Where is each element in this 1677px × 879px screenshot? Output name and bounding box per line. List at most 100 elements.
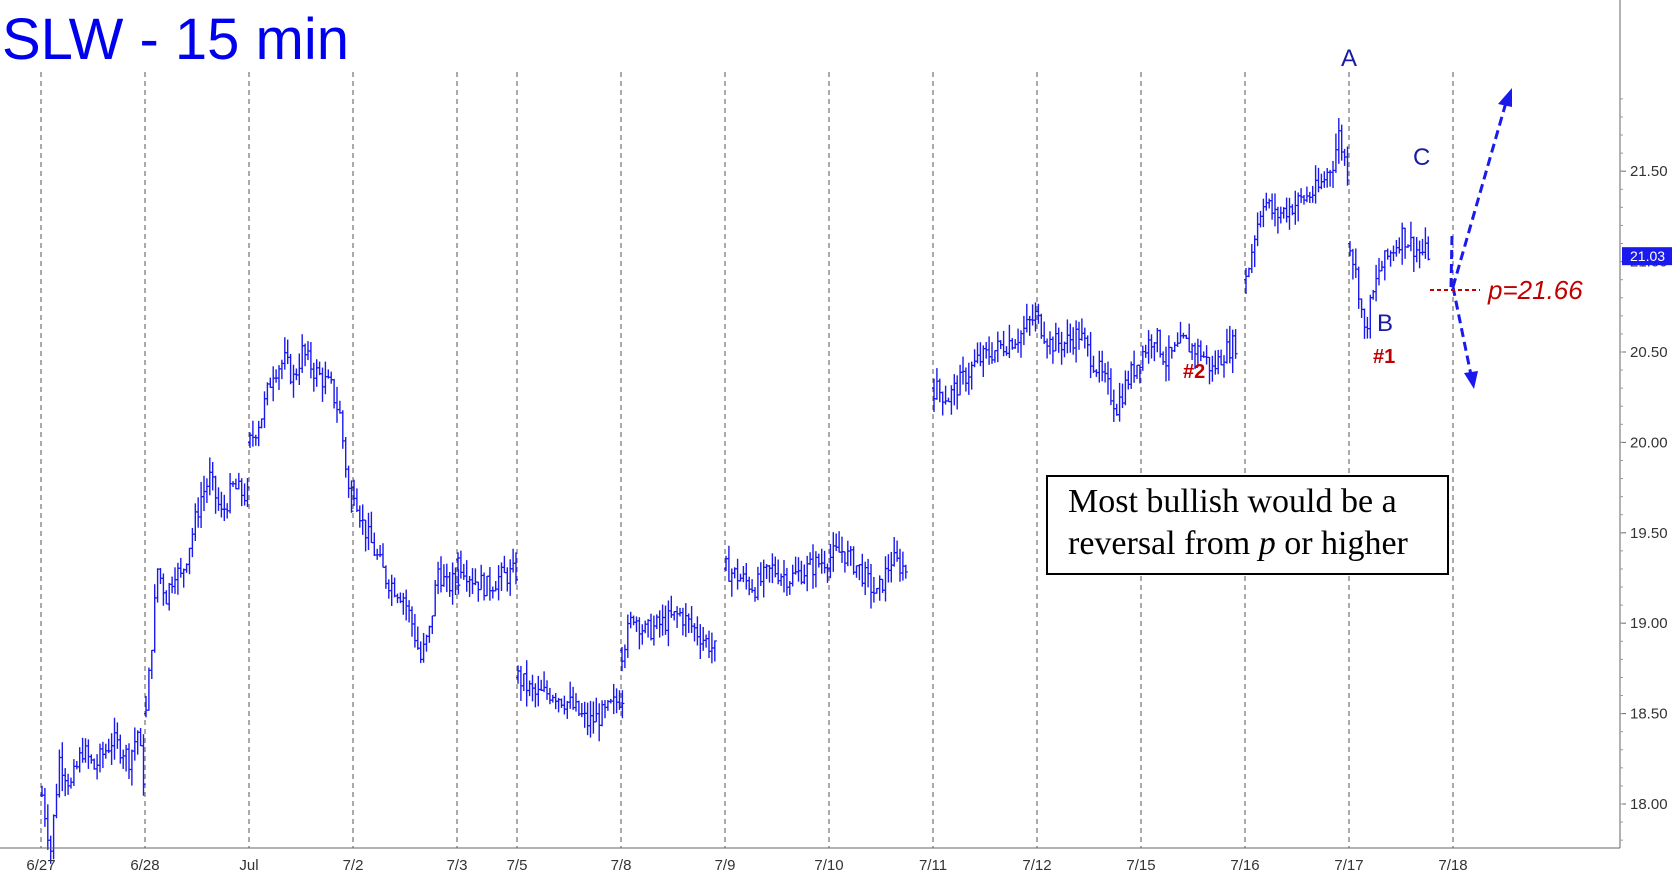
price-bar bbox=[1356, 266, 1361, 309]
price-bar bbox=[1108, 368, 1113, 406]
price-bar bbox=[1085, 335, 1090, 357]
price-bar bbox=[761, 559, 766, 598]
price-bar bbox=[539, 679, 544, 691]
price-bar bbox=[597, 703, 602, 742]
x-tick-label: 7/12 bbox=[1022, 857, 1051, 874]
note-line-2: reversal from p or higher bbox=[1068, 523, 1427, 565]
price-bar bbox=[242, 483, 247, 506]
price-bar bbox=[335, 386, 339, 423]
price-bar bbox=[268, 377, 273, 388]
price-bar bbox=[479, 564, 484, 591]
price-bar bbox=[1106, 361, 1110, 395]
price-bar bbox=[439, 556, 443, 593]
price-bar bbox=[559, 698, 564, 708]
price-bar bbox=[1166, 335, 1171, 381]
price-bar bbox=[966, 362, 971, 395]
price-bar bbox=[1120, 383, 1125, 409]
forecast-down-arrowhead bbox=[1464, 371, 1478, 389]
price-bar bbox=[202, 475, 206, 512]
price-bar bbox=[565, 700, 570, 719]
price-bar bbox=[755, 566, 760, 601]
price-bar bbox=[42, 787, 47, 827]
price-bar bbox=[71, 759, 76, 786]
price-bar bbox=[219, 491, 224, 518]
price-bar bbox=[545, 680, 549, 700]
price-bar bbox=[456, 569, 461, 595]
price-bar bbox=[1233, 329, 1238, 359]
price-bar bbox=[262, 391, 267, 428]
price-bar bbox=[311, 362, 316, 392]
x-tick-label: 7/15 bbox=[1126, 857, 1155, 874]
price-bar bbox=[978, 342, 983, 367]
price-bar bbox=[643, 620, 648, 634]
price-bar bbox=[239, 478, 244, 507]
price-bar bbox=[207, 457, 212, 496]
price-bar bbox=[511, 548, 516, 573]
note-line-1: Most bullish would be a bbox=[1068, 483, 1397, 520]
y-tick-label: 18.00 bbox=[1630, 796, 1668, 813]
price-bar bbox=[631, 615, 636, 626]
price-bar bbox=[550, 694, 555, 703]
price-bar bbox=[514, 552, 518, 585]
price-bar bbox=[1385, 248, 1390, 260]
price-bar bbox=[521, 673, 526, 692]
price-bar bbox=[860, 553, 865, 587]
price-bar bbox=[1129, 361, 1134, 389]
price-bar bbox=[952, 374, 957, 406]
price-bar bbox=[412, 613, 417, 648]
price-bar bbox=[1270, 193, 1275, 220]
price-bar bbox=[196, 497, 201, 528]
price-bar bbox=[317, 361, 322, 376]
price-bar bbox=[63, 768, 68, 797]
price-bar bbox=[698, 624, 703, 659]
price-bar bbox=[343, 436, 348, 478]
price-bar bbox=[77, 747, 82, 773]
price-bar bbox=[288, 353, 293, 385]
price-bar bbox=[981, 345, 986, 377]
price-bar bbox=[54, 783, 59, 819]
price-bar bbox=[274, 369, 279, 383]
price-bar bbox=[51, 814, 56, 860]
price-bar bbox=[869, 564, 873, 609]
price-bar bbox=[851, 546, 856, 575]
price-bar bbox=[571, 686, 576, 710]
price-bar bbox=[69, 777, 73, 789]
price-bar bbox=[1132, 350, 1137, 383]
price-bar bbox=[1278, 206, 1283, 224]
price-bar bbox=[1325, 168, 1330, 188]
price-bar bbox=[1042, 321, 1047, 344]
price-bar bbox=[389, 574, 394, 606]
price-bar bbox=[1394, 239, 1399, 257]
price-bar bbox=[840, 536, 844, 563]
price-bar bbox=[372, 532, 377, 557]
price-bar bbox=[401, 592, 406, 615]
price-bar bbox=[594, 697, 599, 723]
price-bar bbox=[60, 742, 65, 792]
price-bar bbox=[1187, 323, 1192, 353]
price-bar bbox=[898, 548, 902, 582]
price-bar bbox=[499, 562, 504, 591]
price-bar bbox=[502, 555, 507, 574]
price-bar bbox=[1161, 351, 1166, 365]
price-bar bbox=[1198, 340, 1203, 362]
price-bar bbox=[1411, 236, 1416, 272]
price-bar bbox=[149, 649, 154, 680]
price-bar bbox=[880, 578, 885, 593]
price-bar bbox=[811, 544, 815, 589]
price-bar bbox=[1088, 331, 1093, 379]
price-bar bbox=[300, 334, 305, 373]
price-bar bbox=[1077, 321, 1081, 350]
price-bar bbox=[45, 804, 50, 850]
price-bar bbox=[357, 505, 362, 528]
note-line-2-pre: reversal from bbox=[1068, 525, 1259, 562]
price-bar bbox=[112, 717, 117, 760]
price-bar bbox=[611, 683, 616, 715]
price-bar bbox=[1331, 160, 1335, 188]
price-bar bbox=[89, 754, 94, 764]
price-bar bbox=[672, 611, 677, 621]
price-bar bbox=[758, 562, 763, 586]
price-bar bbox=[816, 553, 821, 568]
price-bar bbox=[1039, 313, 1044, 339]
x-tick-label: Jul bbox=[239, 857, 258, 874]
forecast-arrows bbox=[1449, 88, 1512, 389]
